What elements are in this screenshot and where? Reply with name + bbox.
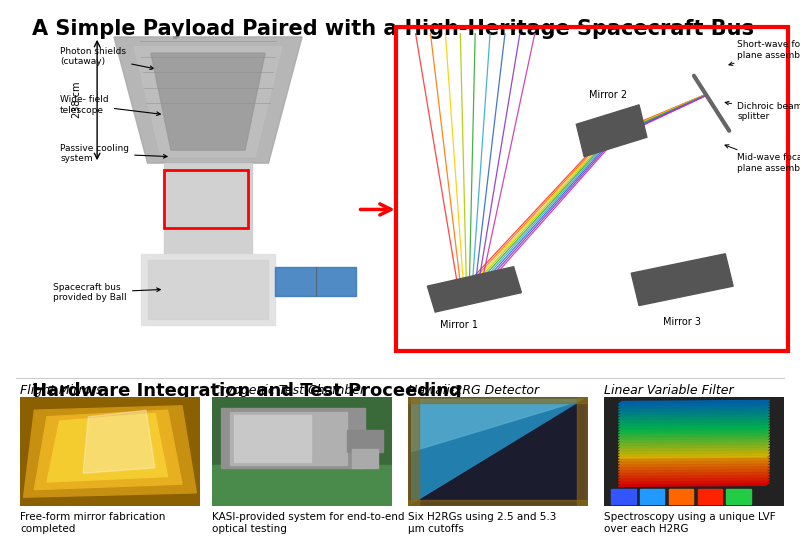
Polygon shape [618,466,770,469]
Text: Hawaii-2RG Detector: Hawaii-2RG Detector [408,384,539,397]
Polygon shape [618,454,770,458]
Polygon shape [147,260,269,319]
Polygon shape [618,431,770,435]
Polygon shape [631,254,733,306]
Polygon shape [618,443,770,447]
Polygon shape [618,417,770,421]
Text: Mid-wave focal
plane assembly: Mid-wave focal plane assembly [725,145,800,173]
Polygon shape [412,399,584,504]
Polygon shape [618,437,770,441]
Polygon shape [221,408,365,468]
Polygon shape [212,397,392,506]
Text: Passive cooling
system: Passive cooling system [60,144,167,163]
Polygon shape [726,489,751,504]
Polygon shape [151,53,265,150]
Polygon shape [47,413,168,482]
Polygon shape [234,415,311,462]
Polygon shape [618,452,770,455]
Polygon shape [20,397,200,506]
Polygon shape [408,397,588,403]
Bar [164,170,248,228]
Polygon shape [141,254,275,325]
Polygon shape [618,426,770,430]
Polygon shape [412,399,584,452]
Polygon shape [618,406,770,410]
Polygon shape [698,489,722,504]
Text: Mirror 3: Mirror 3 [663,317,701,327]
Polygon shape [618,457,770,461]
Polygon shape [347,430,383,452]
Polygon shape [640,489,665,504]
Text: Spacecraft bus
provided by Ball: Spacecraft bus provided by Ball [54,283,160,302]
Polygon shape [352,449,378,468]
Polygon shape [34,410,182,490]
Polygon shape [618,460,770,463]
Polygon shape [164,163,252,254]
Text: Wide- field
telescope: Wide- field telescope [60,95,160,115]
Polygon shape [618,477,770,481]
Polygon shape [618,471,770,475]
Text: Hardware Integration and Test Proceeding: Hardware Integration and Test Proceeding [32,382,462,400]
Polygon shape [83,410,155,473]
Text: Free-form mirror fabrication
completed: Free-form mirror fabrication completed [20,512,166,534]
Polygon shape [618,440,770,444]
Text: Mirror 1: Mirror 1 [440,320,478,330]
Text: KASI-provided system for end-to-end
optical testing: KASI-provided system for end-to-end opti… [212,512,405,534]
Polygon shape [618,480,770,484]
Polygon shape [618,446,770,449]
Polygon shape [576,105,647,157]
Polygon shape [275,267,356,296]
Polygon shape [230,412,347,465]
Polygon shape [618,483,770,486]
Polygon shape [114,37,302,163]
Polygon shape [618,462,770,467]
Text: Cryogenic Test Chamber: Cryogenic Test Chamber [212,384,365,397]
Polygon shape [618,409,770,413]
Polygon shape [604,397,784,506]
Text: Mirror 2: Mirror 2 [589,90,626,101]
Polygon shape [134,47,282,157]
Text: 238 cm: 238 cm [72,82,82,118]
Polygon shape [408,500,588,506]
Polygon shape [618,400,770,404]
Text: Photon shields
(cutaway): Photon shields (cutaway) [60,47,154,70]
Polygon shape [618,415,770,418]
Text: Linear Variable Filter: Linear Variable Filter [604,384,734,397]
Polygon shape [24,406,197,497]
Polygon shape [618,468,770,472]
Polygon shape [427,267,522,312]
Polygon shape [669,489,694,504]
Polygon shape [618,423,770,427]
Text: Short-wave focal
plane assembly: Short-wave focal plane assembly [729,40,800,65]
Text: Flight Mirrors: Flight Mirrors [20,384,102,397]
Polygon shape [618,474,770,478]
Polygon shape [618,403,770,407]
Polygon shape [618,434,770,438]
Polygon shape [618,412,770,416]
Polygon shape [578,397,588,506]
Polygon shape [611,489,636,504]
Text: Dichroic beam
splitter: Dichroic beam splitter [725,101,800,121]
Polygon shape [618,429,770,432]
Polygon shape [212,465,392,506]
Text: Six H2RGs using 2.5 and 5.3
μm cutoffs: Six H2RGs using 2.5 and 5.3 μm cutoffs [408,512,556,534]
Polygon shape [412,399,584,504]
Polygon shape [618,448,770,453]
Text: Spectroscopy using a unique LVF
over each H2RG: Spectroscopy using a unique LVF over eac… [604,512,776,534]
Polygon shape [408,397,419,506]
Polygon shape [408,397,588,506]
Polygon shape [618,420,770,424]
Text: A Simple Payload Paired with a High-Heritage Spacecraft Bus: A Simple Payload Paired with a High-Heri… [32,19,754,39]
